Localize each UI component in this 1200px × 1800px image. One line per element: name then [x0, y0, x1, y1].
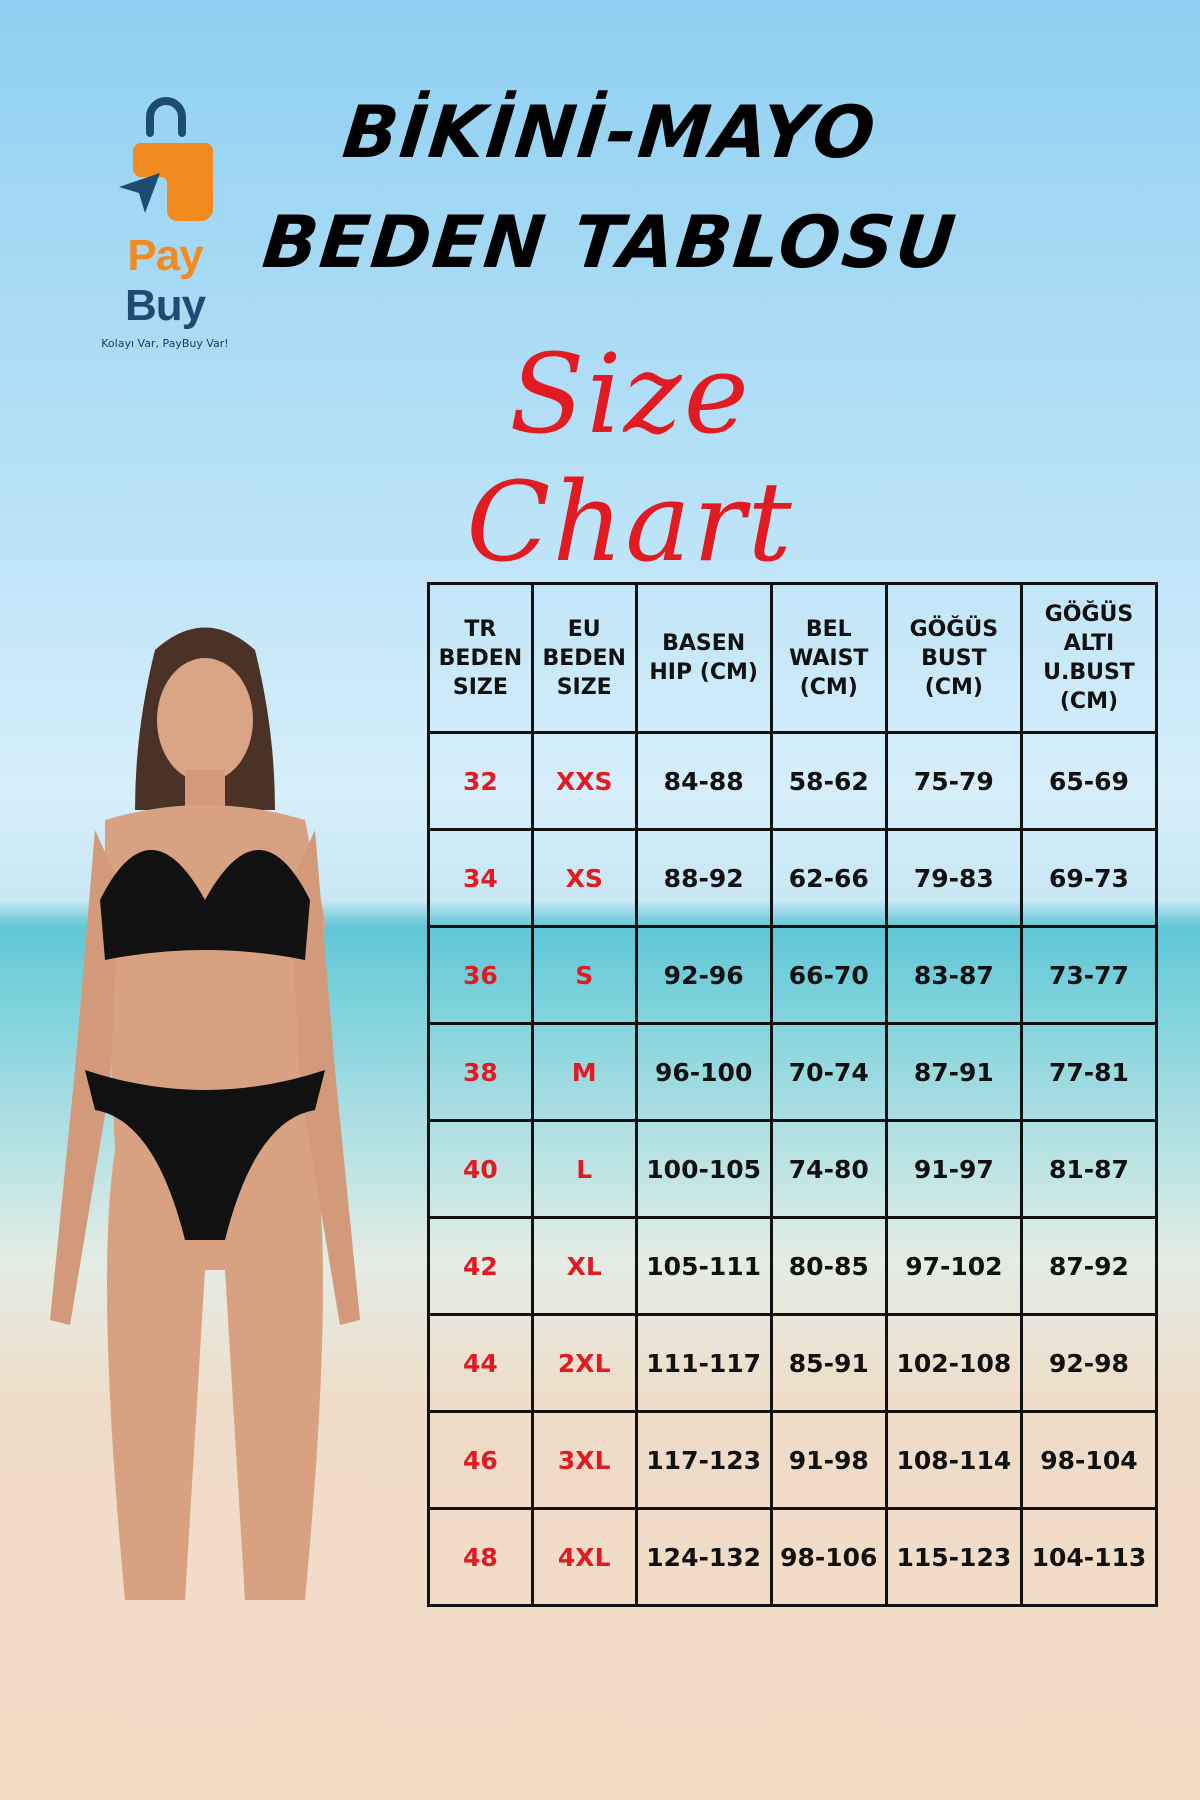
cell-eu-size: 2XL	[530, 1313, 638, 1413]
cell-underbust: 77-81	[1019, 1022, 1159, 1122]
cell-tr-size: 42	[427, 1216, 534, 1316]
cell-hip: 100-105	[634, 1119, 773, 1219]
cell-bust: 87-91	[884, 1022, 1023, 1122]
brand-pay: Pay	[127, 231, 203, 280]
size-chart-script-title: Size Chart	[466, 330, 794, 586]
table-row: 40 L 100-105 74-80 91-97 81-87	[427, 1119, 1159, 1219]
cell-tr-size: 40	[427, 1119, 534, 1219]
cell-tr-size: 38	[427, 1022, 534, 1122]
table-row: 46 3XL 117-123 91-98 108-114 98-104	[427, 1410, 1159, 1510]
cell-underbust: 92-98	[1019, 1313, 1159, 1413]
cell-eu-size: 4XL	[530, 1507, 638, 1607]
paybuy-logo: Pay Buy Kolayı Var, PayBuy Var!	[85, 95, 245, 350]
cell-bust: 97-102	[884, 1216, 1023, 1316]
cell-eu-size: XL	[530, 1216, 638, 1316]
header-bust: GÖĞÜS BUST (CM)	[884, 582, 1023, 734]
shopping-bag-icon	[119, 97, 213, 221]
cell-waist: 58-62	[769, 731, 888, 831]
cell-eu-size: 3XL	[530, 1410, 638, 1510]
header-tr-size: TR BEDEN SIZE	[427, 582, 534, 734]
cell-tr-size: 32	[427, 731, 534, 831]
table-row: 38 M 96-100 70-74 87-91 77-81	[427, 1022, 1159, 1122]
cell-tr-size: 48	[427, 1507, 534, 1607]
cell-underbust: 87-92	[1019, 1216, 1159, 1316]
cell-underbust: 69-73	[1019, 828, 1159, 928]
header-hip: BASEN HIP (CM)	[634, 582, 773, 734]
cell-underbust: 98-104	[1019, 1410, 1159, 1510]
cell-eu-size: S	[530, 925, 638, 1025]
cell-tr-size: 36	[427, 925, 534, 1025]
cell-tr-size: 34	[427, 828, 534, 928]
cell-hip: 92-96	[634, 925, 773, 1025]
header-underbust: GÖĞÜS ALTI U.BUST (CM)	[1019, 582, 1159, 734]
cell-underbust: 104-113	[1019, 1507, 1159, 1607]
size-chart-table: TR BEDEN SIZE EU BEDEN SIZE BASEN HIP (CM)…	[427, 582, 1159, 1607]
table-row: 36 S 92-96 66-70 83-87 73-77	[427, 925, 1159, 1025]
table-row: 44 2XL 111-117 85-91 102-108 92-98	[427, 1313, 1159, 1413]
table-row: 34 XS 88-92 62-66 79-83 69-73	[427, 828, 1159, 928]
cell-waist: 80-85	[769, 1216, 888, 1316]
cell-waist: 70-74	[769, 1022, 888, 1122]
cell-waist: 91-98	[769, 1410, 888, 1510]
cell-waist: 62-66	[769, 828, 888, 928]
cell-hip: 111-117	[634, 1313, 773, 1413]
cell-bust: 75-79	[884, 731, 1023, 831]
cell-bust: 108-114	[884, 1410, 1023, 1510]
cell-hip: 124-132	[634, 1507, 773, 1607]
table-row: 42 XL 105-111 80-85 97-102 87-92	[427, 1216, 1159, 1316]
title-line-1: BİKİNİ-MAYO	[339, 90, 881, 174]
table-row: 48 4XL 124-132 98-106 115-123 104-113	[427, 1507, 1159, 1607]
cell-tr-size: 46	[427, 1410, 534, 1510]
cell-eu-size: L	[530, 1119, 638, 1219]
cell-bust: 91-97	[884, 1119, 1023, 1219]
cell-waist: 74-80	[769, 1119, 888, 1219]
cell-eu-size: XXS	[530, 731, 638, 831]
header-eu-size: EU BEDEN SIZE	[530, 582, 638, 734]
cell-hip: 105-111	[634, 1216, 773, 1316]
cell-waist: 85-91	[769, 1313, 888, 1413]
table-header-row: TR BEDEN SIZE EU BEDEN SIZE BASEN HIP (CM)…	[427, 582, 1159, 734]
cell-eu-size: XS	[530, 828, 638, 928]
cell-bust: 83-87	[884, 925, 1023, 1025]
title-line-2: BEDEN TABLOSU	[258, 200, 962, 284]
cell-tr-size: 44	[427, 1313, 534, 1413]
cell-underbust: 81-87	[1019, 1119, 1159, 1219]
cell-waist: 98-106	[769, 1507, 888, 1607]
cell-eu-size: M	[530, 1022, 638, 1122]
cell-hip: 84-88	[634, 731, 773, 831]
header-waist: BEL WAIST (CM)	[769, 582, 888, 734]
table-row: 32 XXS 84-88 58-62 75-79 65-69	[427, 731, 1159, 831]
cell-underbust: 65-69	[1019, 731, 1159, 831]
cell-bust: 115-123	[884, 1507, 1023, 1607]
cell-bust: 79-83	[884, 828, 1023, 928]
brand-buy: Buy	[124, 281, 206, 330]
cell-hip: 96-100	[634, 1022, 773, 1122]
logo-tagline: Kolayı Var, PayBuy Var!	[101, 337, 229, 350]
cell-hip: 117-123	[634, 1410, 773, 1510]
model-photo	[50, 627, 360, 1600]
cell-bust: 102-108	[884, 1313, 1023, 1413]
cell-waist: 66-70	[769, 925, 888, 1025]
cell-underbust: 73-77	[1019, 925, 1159, 1025]
cell-hip: 88-92	[634, 828, 773, 928]
